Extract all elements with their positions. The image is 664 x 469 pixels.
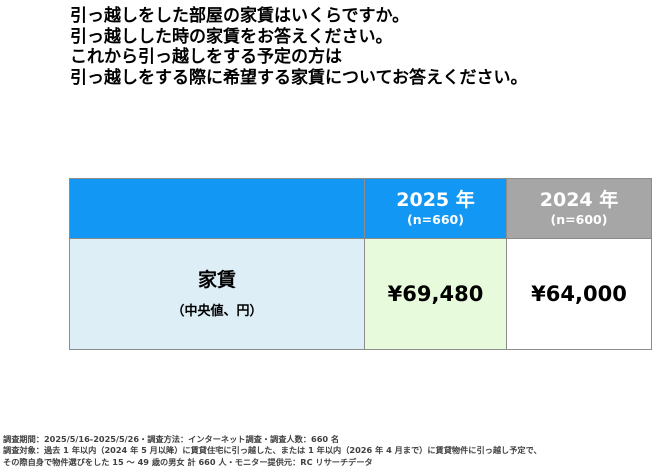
year-2025-label: 2025 年 bbox=[396, 189, 475, 211]
survey-question: 引っ越しをした部屋の家賃はいくらですか。 引っ越しした時の家賃をお答えください。… bbox=[70, 6, 660, 88]
rent-value-2024: ¥64,000 bbox=[531, 282, 627, 306]
row-label-cell: 家賃 （中央値、円） bbox=[69, 238, 365, 350]
value-2025-cell: ¥69,480 bbox=[364, 238, 507, 350]
table-header-row: 2025 年 (n=660) 2024 年 (n=600) bbox=[69, 178, 652, 239]
table-row: 家賃 （中央値、円） ¥69,480 ¥64,000 bbox=[69, 238, 652, 350]
row-sublabel: （中央値、円） bbox=[171, 304, 263, 319]
header-2025-cell: 2025 年 (n=660) bbox=[364, 178, 507, 239]
question-line: 引っ越しをした部屋の家賃はいくらですか。 bbox=[70, 6, 410, 26]
footnote-line: 調査期間：2025/5/16-2025/5/26・調査方法：インターネット調査・… bbox=[3, 434, 340, 444]
row-label: 家賃 bbox=[197, 269, 236, 291]
question-line: これから引っ越しをする予定の方は bbox=[70, 47, 342, 67]
header-blank-cell bbox=[69, 178, 365, 239]
rent-value-2025: ¥69,480 bbox=[387, 282, 484, 306]
footnote-line: その際自身で物件選びをした 15 ～ 49 歳の男女 計 660 人・モニター提… bbox=[3, 456, 373, 467]
question-line: 引っ越しをする際に希望する家賃についてお答えください。 bbox=[70, 67, 528, 88]
rent-comparison-table: 2025 年 (n=660) 2024 年 (n=600) 家賃 （中央値、円）… bbox=[69, 178, 652, 350]
header-2024-cell: 2024 年 (n=600) bbox=[506, 178, 652, 239]
year-2024-label: 2024 年 bbox=[539, 189, 619, 211]
question-line: 引っ越しした時の家賃をお答えください。 bbox=[70, 26, 393, 47]
survey-footnote: 調査期間：2025/5/16-2025/5/26・調査方法：インターネット調査・… bbox=[3, 434, 661, 468]
sample-size-2025: (n=660) bbox=[407, 212, 464, 227]
sample-size-2024: (n=600) bbox=[550, 212, 608, 227]
value-2024-cell: ¥64,000 bbox=[506, 238, 652, 350]
footnote-line: 調査対象：過去 1 年以内（2024 年 5 月以降）に賃貸住宅に引っ越した、ま… bbox=[3, 445, 542, 456]
